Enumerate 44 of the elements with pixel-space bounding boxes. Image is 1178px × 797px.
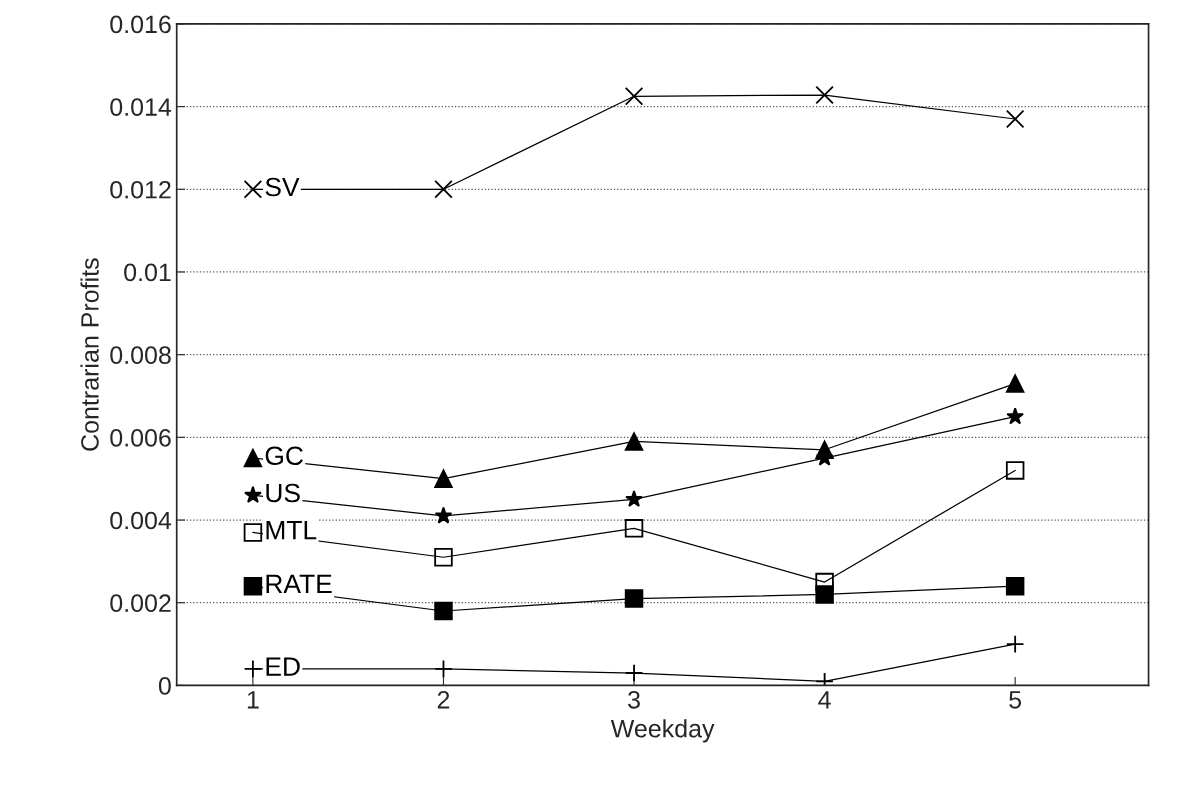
- point: [434, 180, 453, 199]
- x-tick-label: 5: [1009, 691, 1022, 709]
- point: [815, 585, 834, 604]
- y-tick-label: 0.016: [110, 15, 171, 34]
- series-label: ED: [266, 657, 300, 676]
- point: [1005, 109, 1025, 129]
- y-tick-label: 0: [158, 677, 171, 695]
- series-label: US: [266, 483, 300, 503]
- point: [624, 519, 644, 538]
- point: [625, 490, 643, 508]
- y-tick-label: 0.008: [110, 346, 171, 364]
- point: [815, 85, 834, 105]
- point: [244, 485, 262, 503]
- x-axis-title: Weekday: [610, 719, 715, 743]
- point: [1005, 576, 1025, 596]
- series-label: GC: [265, 446, 303, 466]
- point: [624, 589, 644, 608]
- x-tick-label: 1: [247, 691, 259, 709]
- point: [624, 432, 644, 451]
- y-tick-label: 0.006: [110, 428, 171, 447]
- y-tick-label: 0.004: [110, 511, 172, 530]
- point: [1005, 374, 1025, 393]
- point: [434, 601, 453, 621]
- x-tick-label: 4: [818, 691, 831, 709]
- point: [243, 576, 263, 596]
- point: [243, 523, 263, 542]
- point: [624, 87, 644, 106]
- series-label: MTL: [266, 521, 317, 540]
- point: [434, 548, 453, 567]
- series-label: SV: [265, 177, 300, 197]
- y-tick-label: 0.012: [110, 180, 171, 199]
- point: [1006, 407, 1024, 425]
- y-tick-label: 0.002: [110, 594, 171, 613]
- x-tick-label: 2: [437, 690, 450, 709]
- x-tick-label: 3: [628, 690, 640, 709]
- y-tick-label: 0.014: [110, 98, 172, 116]
- y-tick-label: 0.01: [124, 263, 171, 282]
- point: [434, 469, 453, 488]
- y-axis-title: Contrarian Profits: [80, 258, 99, 451]
- point: [243, 180, 263, 199]
- point: [1005, 461, 1025, 480]
- point: [434, 506, 453, 524]
- series-label: RATE: [266, 574, 332, 594]
- point: [243, 448, 263, 468]
